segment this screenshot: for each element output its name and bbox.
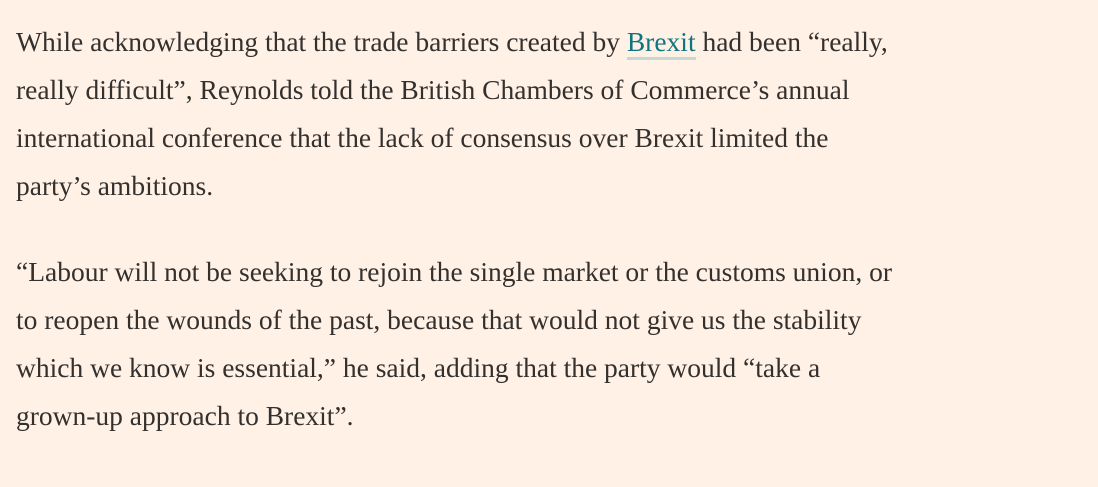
text: While acknowledging that the trade barri…: [16, 26, 627, 57]
text-line: to reopen the wounds of the past, becaus…: [16, 296, 1098, 344]
text-line: “Labour will not be seeking to rejoin th…: [16, 248, 1098, 296]
paragraph: While acknowledging that the trade barri…: [16, 18, 1098, 210]
text-line: international conference that the lack o…: [16, 114, 1098, 162]
text-line: which we know is essential,” he said, ad…: [16, 344, 1098, 392]
text-line: While acknowledging that the trade barri…: [16, 18, 1098, 66]
article: While acknowledging that the trade barri…: [16, 18, 1098, 440]
text-line: grown-up approach to Brexit”.: [16, 392, 1098, 440]
text: international conference that the lack o…: [16, 122, 829, 153]
paragraph: “Labour will not be seeking to rejoin th…: [16, 248, 1098, 440]
text-line: party’s ambitions.: [16, 162, 1098, 210]
text: to reopen the wounds of the past, becaus…: [16, 304, 862, 335]
text-line: really difficult”, Reynolds told the Bri…: [16, 66, 1098, 114]
text: “Labour will not be seeking to rejoin th…: [16, 256, 892, 287]
link[interactable]: Brexit: [626, 26, 696, 60]
text: grown-up approach to Brexit”.: [16, 400, 354, 431]
text: really difficult”, Reynolds told the Bri…: [16, 74, 850, 105]
text: which we know is essential,” he said, ad…: [16, 352, 821, 383]
text: party’s ambitions.: [16, 170, 214, 201]
text: had been “really,: [695, 26, 888, 57]
